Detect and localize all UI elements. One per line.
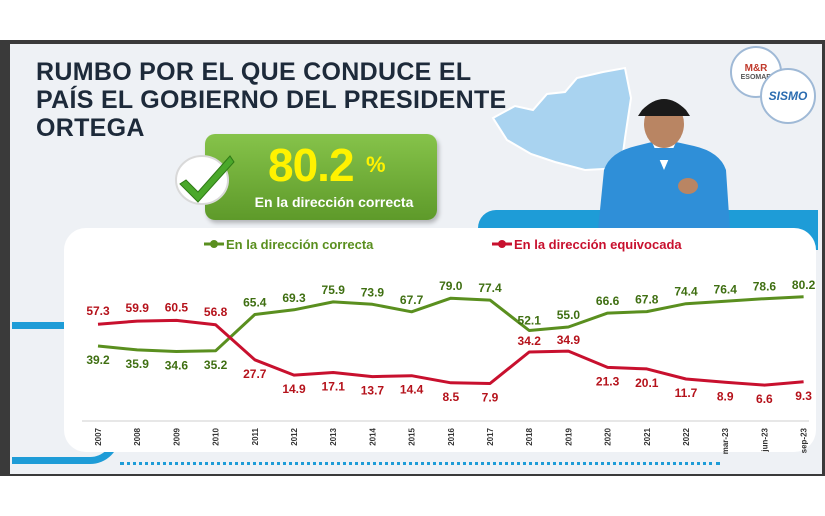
x-tick-label: sep-23: [800, 427, 809, 453]
check-icon: [175, 155, 235, 205]
x-tick-label: 2014: [368, 427, 377, 445]
x-tick-label: 2017: [486, 427, 495, 445]
x-tick-label: 2007: [94, 427, 103, 445]
data-label: 75.9: [322, 283, 346, 297]
kpi-unit: %: [366, 152, 386, 177]
kpi-card: [205, 134, 437, 220]
data-label: 76.4: [714, 282, 738, 296]
data-label: 80.2: [792, 278, 816, 292]
president-photo: [598, 99, 730, 230]
data-label: 59.9: [126, 301, 150, 315]
page-title: RUMBO POR EL QUE CONDUCE EL PAÍS EL GOBI…: [36, 58, 507, 142]
x-tick-label: 2008: [133, 427, 142, 445]
data-label: 74.4: [674, 285, 698, 299]
data-label: 11.7: [675, 386, 698, 400]
data-label: 34.2: [518, 334, 542, 348]
data-label: 34.9: [557, 333, 581, 347]
x-tick-label: 2019: [564, 427, 573, 445]
decorative-dotted-line: [120, 462, 720, 465]
data-label: 7.9: [482, 391, 499, 405]
data-label: 14.4: [400, 383, 424, 397]
data-label: 9.3: [795, 389, 812, 403]
data-label: 77.4: [478, 281, 502, 295]
x-tick-label: 2011: [251, 427, 260, 445]
data-label: 34.6: [165, 358, 189, 372]
data-label: 60.5: [165, 300, 189, 314]
sismo-logo: SISMO: [760, 68, 816, 124]
data-label: 69.3: [282, 291, 306, 305]
data-label: 6.6: [756, 392, 773, 406]
data-label: 57.3: [86, 304, 110, 318]
x-tick-label: 2022: [682, 427, 691, 445]
series-line-equivocada: [97, 318, 804, 387]
trend-line-chart: En la dirección correcta En la dirección …: [82, 237, 816, 454]
data-label: 8.5: [442, 390, 459, 404]
chart-card: [64, 228, 816, 452]
series-line-correcta: [97, 295, 804, 353]
data-label: 65.4: [243, 296, 267, 310]
data-label: 52.1: [518, 313, 542, 327]
x-tick-label: 2018: [525, 427, 534, 445]
data-label: 14.9: [282, 382, 306, 396]
data-label: 35.9: [126, 357, 150, 371]
x-tick-label: 2015: [408, 427, 417, 445]
data-label: 55.0: [557, 308, 581, 322]
data-label: 39.2: [86, 353, 110, 367]
legend-swatch-marker: [498, 240, 506, 248]
nicaragua-map-icon: [491, 66, 633, 172]
data-label: 35.2: [204, 358, 228, 372]
data-label: 67.7: [400, 293, 424, 307]
data-label: 56.8: [204, 305, 228, 319]
data-label: 13.7: [361, 384, 385, 398]
data-label: 17.1: [322, 379, 346, 393]
data-label: 79.0: [439, 279, 463, 293]
data-label: 73.9: [361, 285, 385, 299]
legend-label: En la dirección correcta: [226, 237, 374, 252]
x-tick-label: 2020: [604, 427, 613, 445]
data-label: 27.7: [243, 367, 267, 381]
x-tick-label: mar-23: [721, 427, 730, 454]
x-tick-label: 2010: [212, 427, 221, 445]
x-tick-label: 2009: [172, 427, 181, 445]
x-tick-label: 2012: [290, 427, 299, 445]
kpi-label: En la dirección correcta: [254, 194, 414, 210]
x-tick-label: 2013: [329, 427, 338, 445]
data-label: 8.9: [717, 389, 734, 403]
x-tick-label: jun-23: [760, 427, 769, 452]
kpi-value: 80.2: [268, 139, 355, 191]
legend-label: En la dirección equivocada: [514, 237, 682, 252]
data-label: 21.3: [596, 374, 620, 388]
x-tick-label: 2016: [447, 427, 456, 445]
legend-swatch-marker: [210, 240, 218, 248]
data-label: 66.6: [596, 294, 620, 308]
data-label: 20.1: [635, 376, 659, 390]
x-tick-label: 2021: [643, 427, 652, 445]
data-label: 78.6: [753, 280, 777, 294]
data-label: 67.8: [635, 293, 659, 307]
